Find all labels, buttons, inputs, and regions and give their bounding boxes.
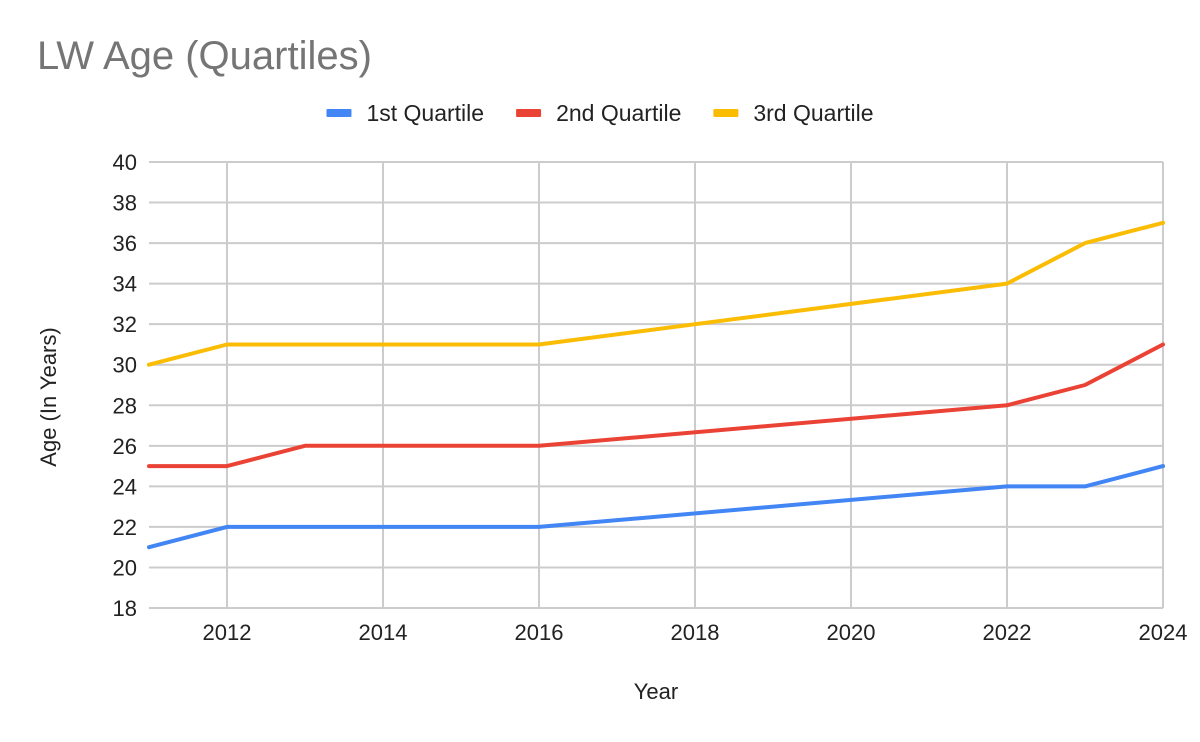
y-tick-label: 36	[113, 231, 137, 256]
y-tick-label: 40	[113, 150, 137, 175]
y-tick-label: 34	[113, 272, 137, 297]
chart-legend: 1st Quartile 2nd Quartile 3rd Quartile	[326, 100, 874, 126]
series-line-2	[147, 342, 1165, 469]
x-tick-label: 2022	[983, 620, 1032, 645]
x-axis-title: Year	[634, 679, 678, 704]
x-tick-label: 2012	[203, 620, 252, 645]
series-lines	[147, 220, 1165, 550]
y-tick-label: 26	[113, 434, 137, 459]
legend-label: 2nd Quartile	[556, 100, 681, 126]
y-tick-label: 20	[113, 555, 137, 580]
y-tick-label: 30	[113, 353, 137, 378]
y-tick-label: 32	[113, 312, 137, 337]
legend-label: 3rd Quartile	[753, 100, 873, 126]
x-tick-label: 2018	[671, 620, 720, 645]
legend-swatch	[713, 109, 739, 117]
y-tick-label: 22	[113, 515, 137, 540]
x-tick-label: 2020	[827, 620, 876, 645]
y-tick-label: 28	[113, 393, 137, 418]
y-tick-label: 24	[113, 474, 137, 499]
x-tick-label: 2014	[359, 620, 408, 645]
y-axis-ticks: 18 20 22 24 26 28 30 32 34 36 38 40	[113, 150, 137, 621]
series-line-3	[147, 220, 1165, 367]
gridlines	[149, 161, 1164, 609]
x-tick-label: 2024	[1139, 620, 1188, 645]
chart-title: LW Age (Quartiles)	[37, 34, 372, 78]
legend-item-3[interactable]: 3rd Quartile	[713, 100, 874, 126]
legend-swatch	[326, 109, 352, 117]
legend-item-1[interactable]: 1st Quartile	[326, 100, 484, 126]
legend-swatch	[516, 109, 542, 117]
x-tick-label: 2016	[515, 620, 564, 645]
legend-item-2[interactable]: 2nd Quartile	[516, 100, 681, 126]
y-tick-label: 38	[113, 191, 137, 216]
legend-label: 1st Quartile	[366, 100, 484, 126]
y-tick-label: 18	[113, 596, 137, 621]
series-line-1	[147, 464, 1165, 550]
y-axis-title: Age (In Years)	[36, 327, 61, 466]
x-axis-ticks: 2012 2014 2016 2018 2020 2022 2024	[203, 620, 1188, 645]
